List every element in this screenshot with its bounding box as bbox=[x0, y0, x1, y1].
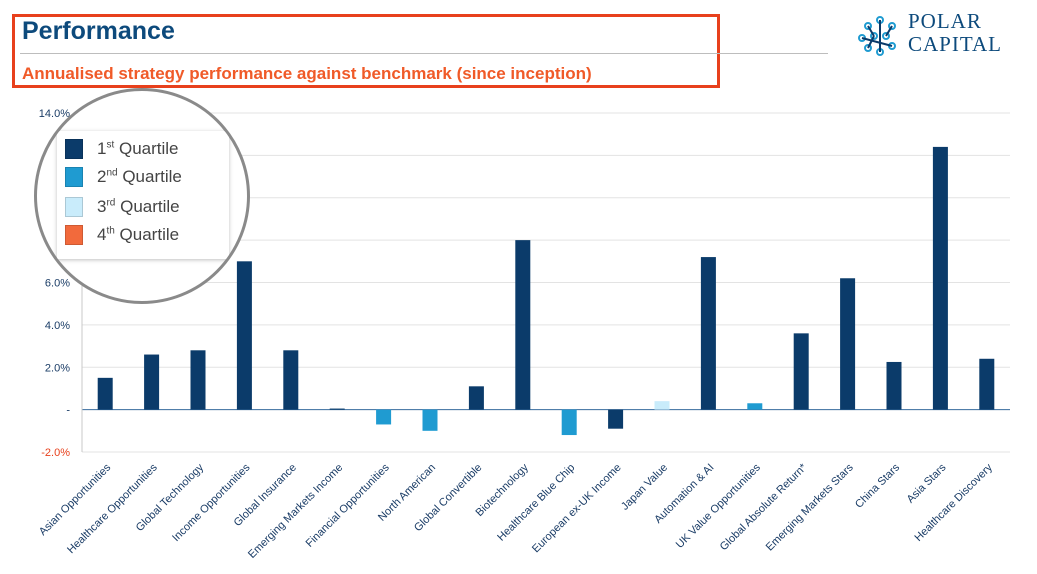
x-tick-label: UK Value Opportunities bbox=[674, 461, 764, 551]
x-tick-label: Healthcare Opportunities bbox=[65, 461, 160, 556]
x-tick-label: European ex-UK Income bbox=[530, 462, 624, 556]
bar bbox=[747, 403, 763, 410]
y-tick-label: 4.0% bbox=[45, 320, 70, 332]
header-frame bbox=[12, 14, 720, 88]
bar bbox=[515, 240, 531, 410]
grid-lines bbox=[81, 112, 1010, 453]
bar bbox=[793, 333, 809, 410]
x-tick-label: China Stars bbox=[853, 461, 902, 510]
x-tick-label: Global Absolute Return* bbox=[718, 461, 810, 553]
legend-item-q2: 2nd Quartile bbox=[65, 165, 182, 189]
y-tick-label: 6.0% bbox=[45, 278, 70, 290]
legend-item-q1: 1st Quartile bbox=[65, 137, 179, 161]
legend-label: 4th Quartile bbox=[97, 225, 180, 244]
legend-item-q3: 3rd Quartile bbox=[65, 195, 180, 219]
legend: 1st Quartile 2nd Quartile 3rd Quartile 4… bbox=[57, 131, 229, 259]
legend-label: 3rd Quartile bbox=[97, 197, 180, 216]
chart-subtitle: Annualised strategy performance against … bbox=[22, 64, 592, 83]
y-tick-label: 14.0% bbox=[39, 108, 70, 120]
bar bbox=[932, 146, 948, 410]
bar bbox=[886, 361, 902, 410]
bar bbox=[236, 261, 252, 410]
bar bbox=[561, 409, 577, 436]
bar bbox=[654, 401, 670, 410]
page-title: Performance bbox=[22, 17, 175, 45]
bar bbox=[376, 409, 392, 425]
legend-swatch bbox=[65, 197, 83, 217]
legend-item-q4: 4th Quartile bbox=[65, 223, 179, 247]
bar bbox=[144, 354, 160, 410]
snowflake-icon bbox=[858, 16, 896, 56]
x-tick-label: Japan Value bbox=[619, 462, 670, 513]
x-tick-label: Emerging Markets Income bbox=[246, 462, 345, 561]
legend-swatch bbox=[65, 225, 83, 245]
y-tick-label: - bbox=[66, 405, 70, 417]
legend-label: 1st Quartile bbox=[97, 139, 179, 158]
bar bbox=[422, 409, 438, 431]
logo-line2: CAPITAL bbox=[908, 32, 1002, 56]
bar bbox=[468, 386, 484, 410]
x-tick-label: Income Opportunities bbox=[170, 461, 253, 544]
legend-magnifier: 1st Quartile 2nd Quartile 3rd Quartile 4… bbox=[34, 88, 250, 304]
bar bbox=[329, 408, 345, 410]
y-tick-label: -2.0% bbox=[41, 447, 70, 459]
polar-capital-logo bbox=[850, 8, 1025, 62]
y-axis-ticks: 14.0% 6.0% 4.0% 2.0% - -2.0% bbox=[39, 108, 71, 459]
bar bbox=[700, 257, 716, 410]
bar bbox=[979, 358, 995, 410]
logo-line1: POLAR bbox=[908, 9, 982, 33]
bar bbox=[97, 377, 113, 410]
bars bbox=[97, 146, 995, 436]
x-tick-label: Asia Stars bbox=[905, 461, 949, 505]
bar bbox=[840, 278, 856, 410]
x-tick-label: Emerging Markets Stars bbox=[764, 461, 856, 553]
bar bbox=[608, 409, 624, 429]
x-tick-label: Financial Opportunities bbox=[304, 461, 392, 549]
legend-swatch bbox=[65, 167, 83, 187]
title-divider bbox=[20, 53, 828, 54]
legend-swatch bbox=[65, 139, 83, 159]
legend-label: 2nd Quartile bbox=[97, 167, 182, 186]
y-tick-label: 2.0% bbox=[45, 362, 70, 374]
x-tick-label: Healthcare Blue Chip bbox=[495, 462, 577, 544]
x-tick-label: Healthcare Discovery bbox=[913, 461, 996, 544]
bar bbox=[190, 350, 206, 410]
logo-wordmark: POLAR CAPITAL bbox=[908, 10, 1002, 56]
bar bbox=[283, 350, 299, 410]
